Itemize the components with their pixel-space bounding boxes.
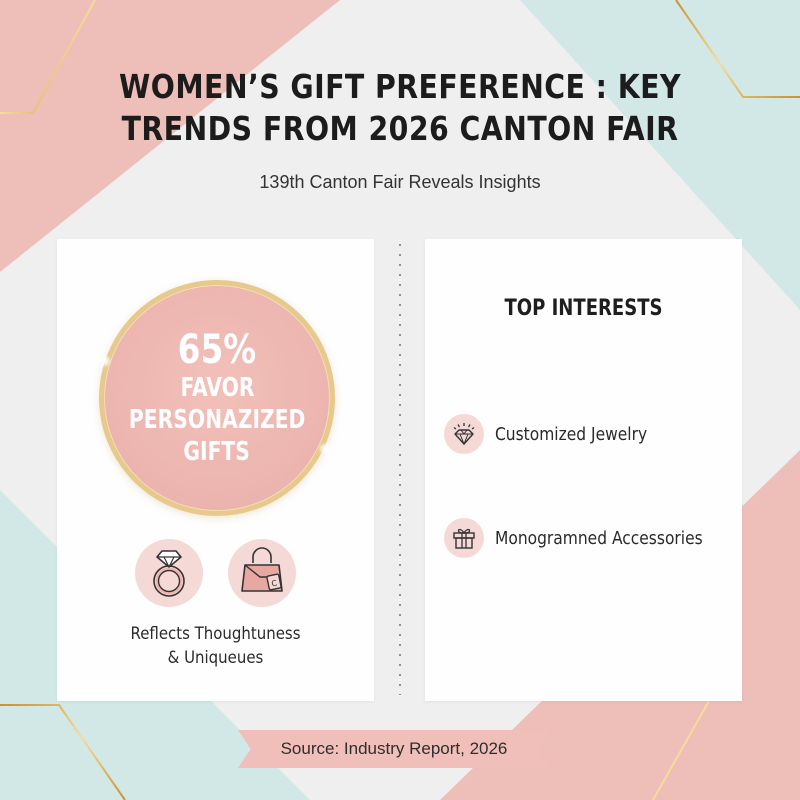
right-card [425, 239, 742, 701]
diamond-icon-bubble [444, 414, 484, 454]
dotted-divider [399, 240, 401, 695]
diamond-icon [453, 423, 475, 446]
stat-line-2: PERSONAZIZED [128, 405, 306, 435]
svg-text:C: C [271, 578, 279, 588]
caption-line-2: & Uniqueues [167, 648, 264, 668]
sparkle-icon [98, 354, 112, 368]
sparkle-icon [318, 442, 332, 456]
source-ribbon: Source: Industry Report, 2026 [238, 730, 550, 768]
page-title: WOMEN’S GIFT PREFERENCE : KEY TRENDS FRO… [56, 66, 744, 150]
handbag-icon-bubble: C [228, 539, 296, 607]
interest-item: Customized Jewelry [444, 414, 672, 454]
handbag-icon: C [241, 547, 283, 592]
top-interests-title: TOP INTERESTS [504, 296, 663, 321]
ring-icon-bubble [135, 539, 203, 607]
left-card-caption: Reflects Thoughtuness & Uniqueues [76, 622, 355, 670]
ring-icon [153, 550, 185, 597]
source-text: Source: Industry Report, 2026 [280, 739, 508, 758]
gift-icon [453, 528, 475, 549]
caption-line-1: Reflects Thoughtuness [130, 624, 301, 644]
interest-label: Monogramned Accessories [495, 527, 703, 549]
subtitle: 139th Canton Fair Reveals Insights [259, 172, 541, 192]
title-line-1: WOMEN’S GIFT PREFERENCE : KEY [119, 67, 681, 106]
gift-icon-bubble [444, 518, 484, 558]
stat-circle: 65% FAVOR PERSONAZIZED GIFTS [99, 280, 335, 516]
interest-label: Customized Jewelry [495, 423, 648, 445]
title-line-2: TRENDS FROM 2026 CANTON FAIR [121, 109, 679, 148]
interest-item: Monogramned Accessories [444, 518, 736, 558]
stat-line-3: GIFTS [183, 437, 251, 467]
stat-percent: 65% [177, 327, 257, 373]
stat-line-1: FAVOR [179, 373, 255, 403]
